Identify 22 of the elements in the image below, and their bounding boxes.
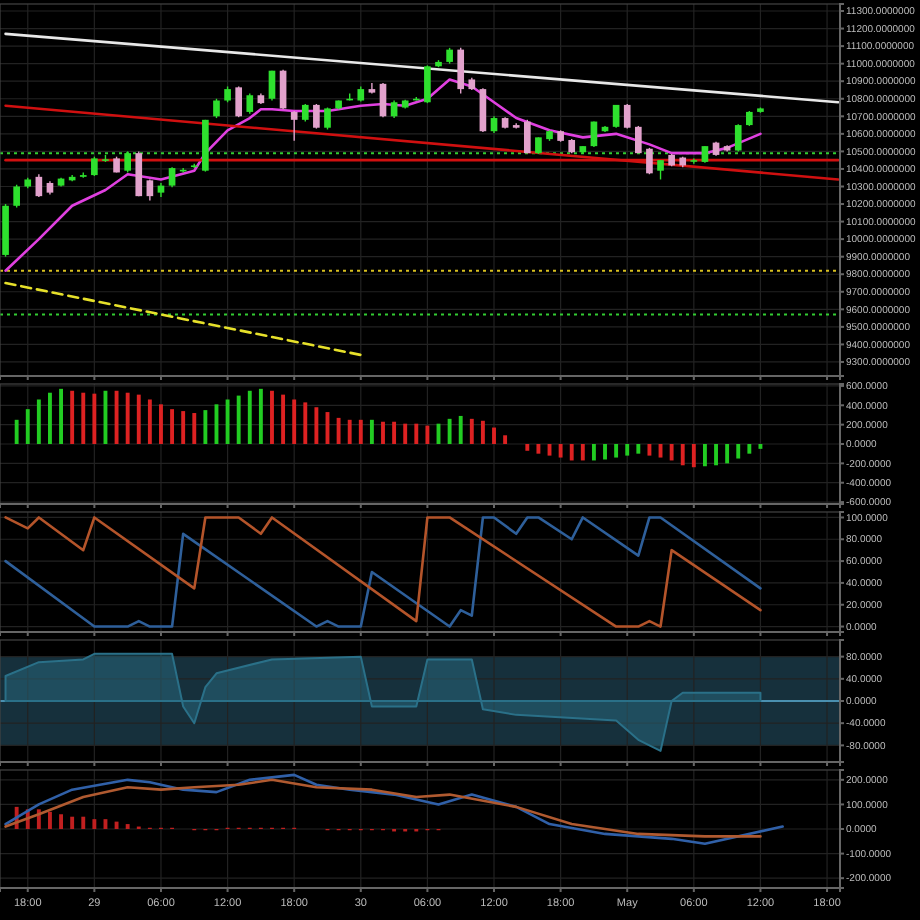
candlestick (13, 184, 20, 209)
candlestick (146, 178, 154, 202)
candlestick (91, 155, 98, 177)
candlestick (168, 166, 176, 189)
candlestick (424, 64, 431, 104)
candlestick (313, 103, 320, 130)
candlestick (268, 69, 276, 102)
candlestick (124, 150, 131, 174)
candlestick (290, 110, 298, 142)
candlestick (135, 150, 143, 197)
candlestick (523, 119, 531, 154)
candlestick (657, 159, 664, 181)
candlestick (213, 98, 220, 119)
candlestick (457, 47, 465, 95)
candlestick (623, 103, 631, 130)
candlestick (479, 87, 487, 133)
candlestick (235, 85, 243, 118)
candlestick (690, 157, 698, 165)
candlestick (734, 123, 742, 153)
candlestick (246, 92, 254, 115)
candlestick (646, 147, 653, 175)
candlestick (635, 125, 642, 154)
